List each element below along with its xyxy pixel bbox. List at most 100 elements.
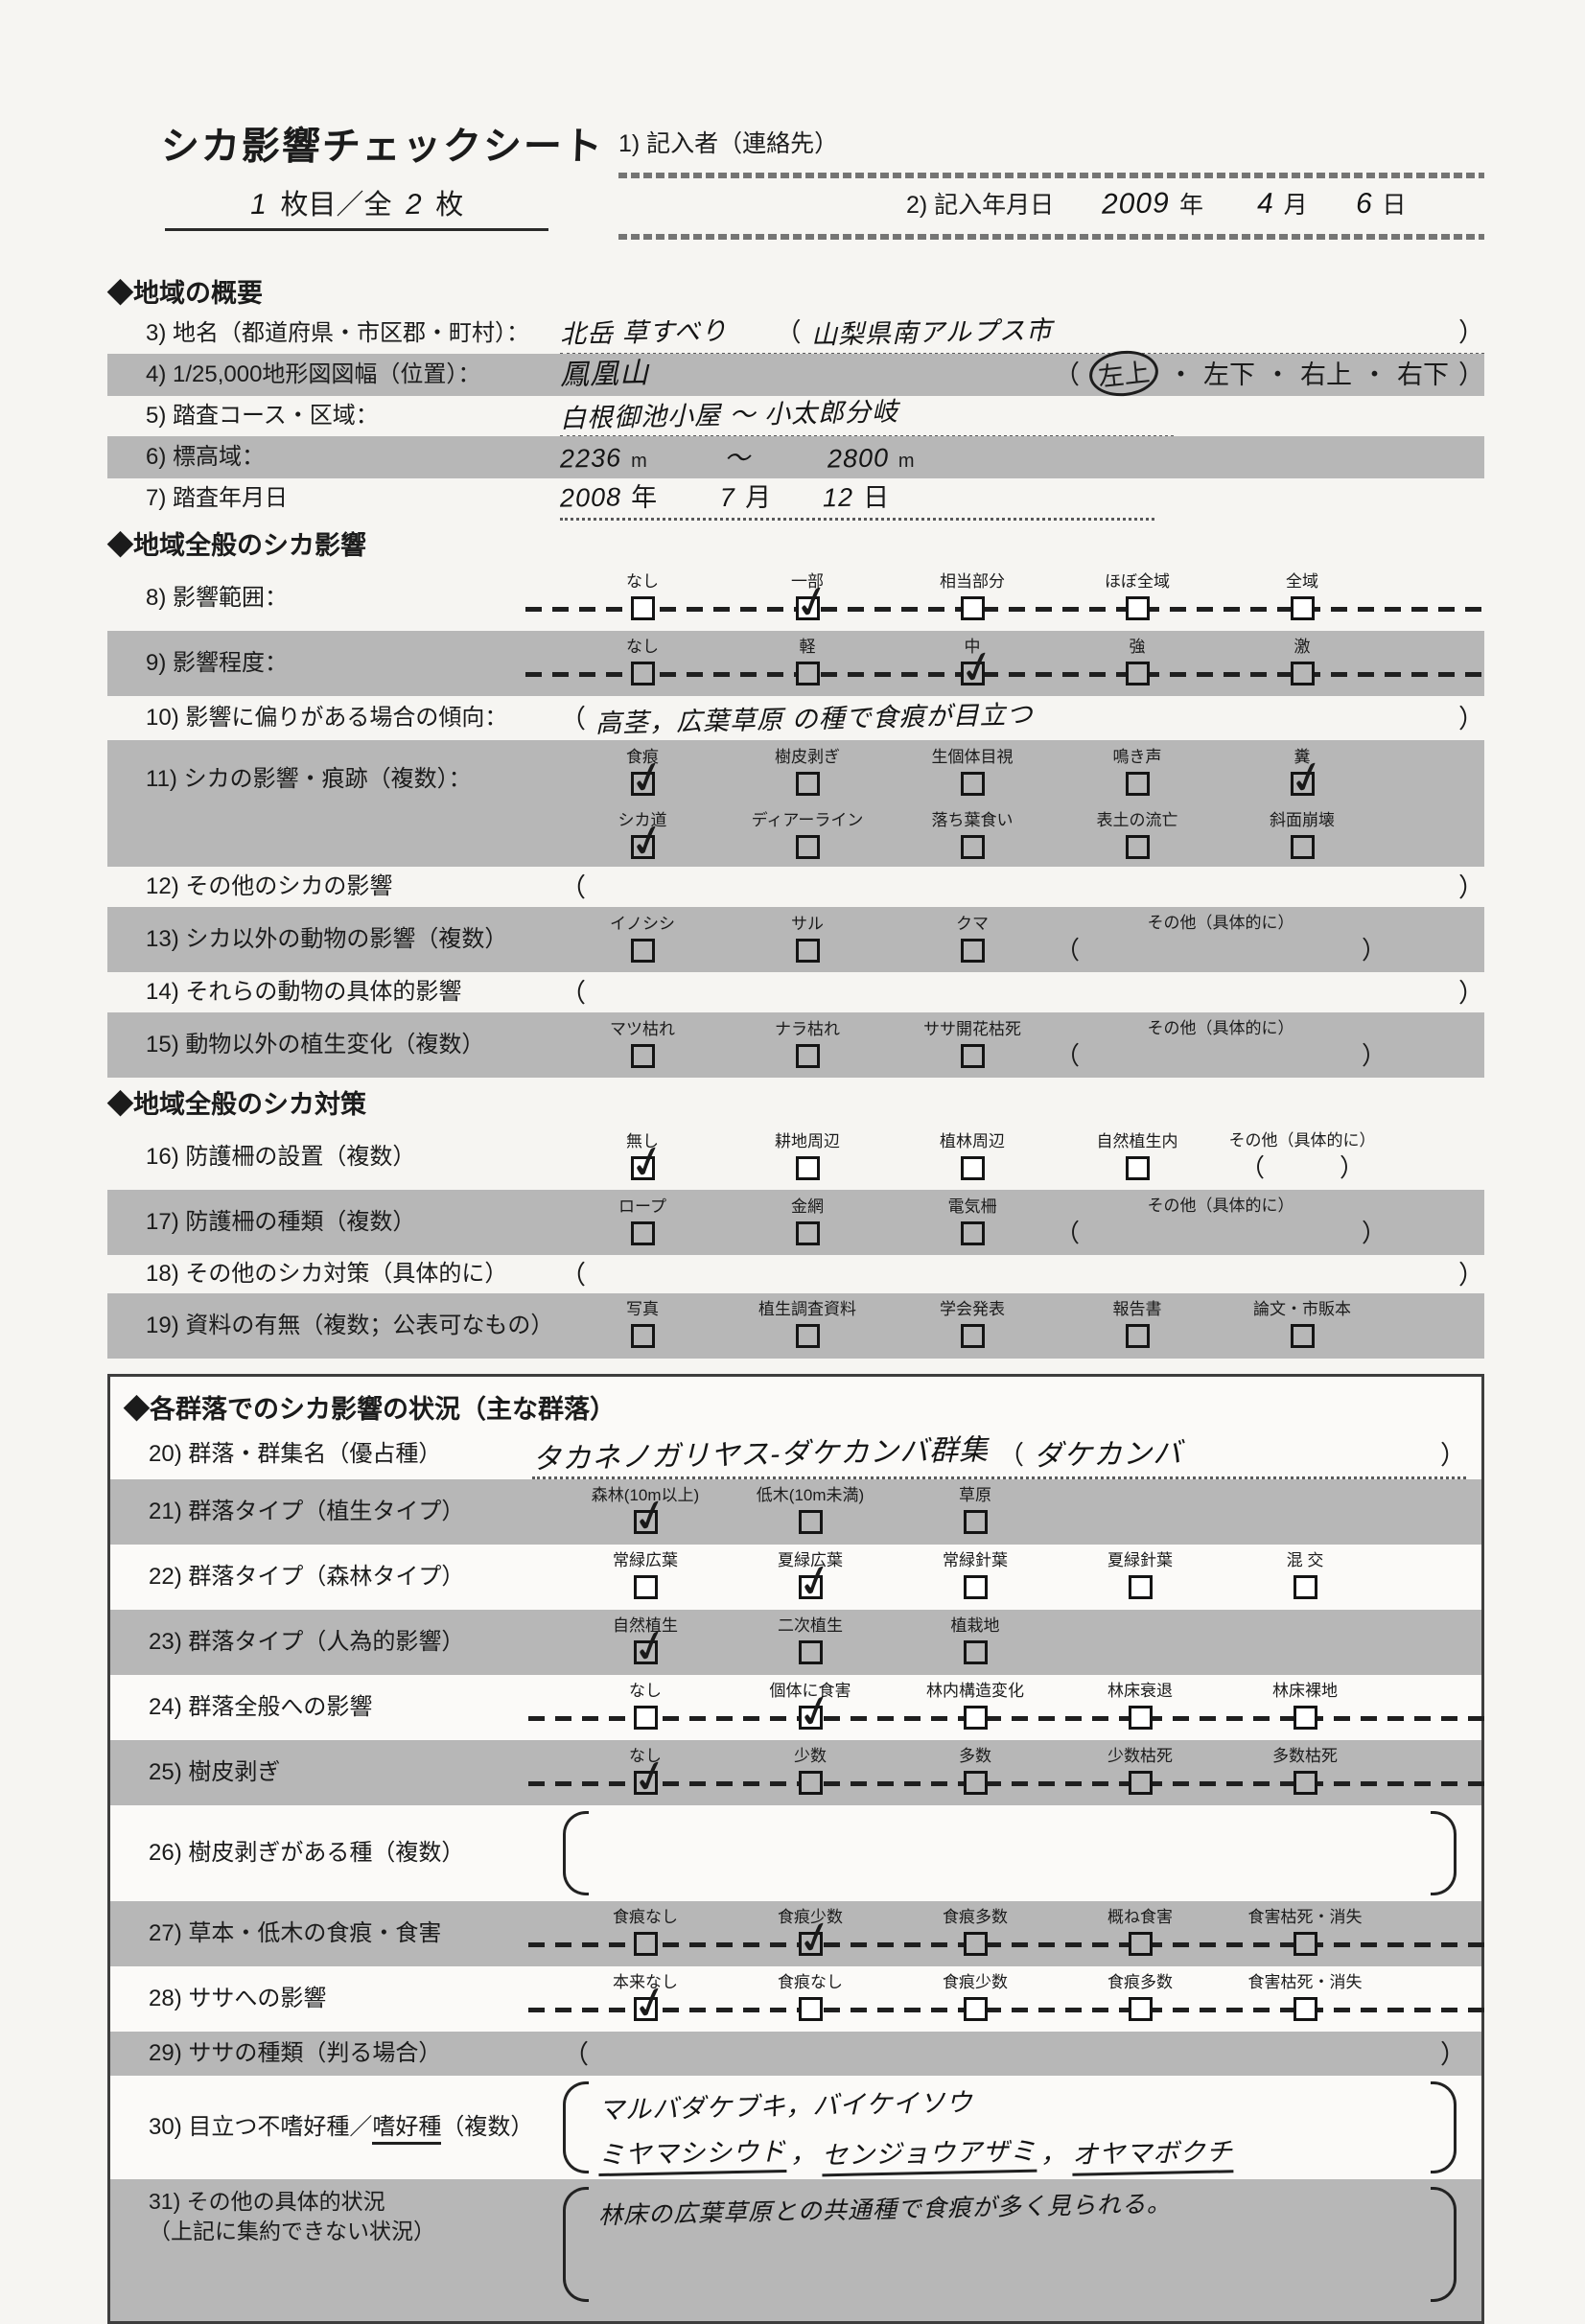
page-number-value[interactable]: 1 bbox=[249, 188, 268, 221]
q25-checkbox-4[interactable] bbox=[1128, 1771, 1153, 1795]
q4-value[interactable]: 鳳凰山 bbox=[559, 358, 650, 391]
q4-value-area[interactable]: 鳳凰山 （ 左上 ・ 左下 ・ 右上 ・ 右下 ） bbox=[559, 347, 1484, 400]
q31-bracket-area[interactable]: 林床の広葉草原との共通種で食痕が多く見られる。 bbox=[563, 2187, 1457, 2302]
q27-checkbox-2[interactable] bbox=[798, 1932, 823, 1956]
q7-value-area[interactable]: 2008 年 7 月 12 日 bbox=[560, 476, 1154, 521]
q23-checkbox-3[interactable] bbox=[963, 1640, 988, 1664]
q7-month-value[interactable]: 7 bbox=[719, 482, 736, 513]
q30-line1-value[interactable]: マルバダケブキ，バイケイソウ bbox=[597, 2087, 973, 2126]
q28-checkbox-2[interactable] bbox=[798, 1997, 823, 2021]
q11-checkbox-3[interactable] bbox=[960, 772, 985, 796]
q11-checkbox-8[interactable] bbox=[960, 835, 985, 859]
q11-checkbox-6[interactable] bbox=[630, 835, 655, 859]
q16-checkbox-3[interactable] bbox=[960, 1155, 985, 1180]
q30-species-3[interactable]: オヤマボクチ bbox=[1071, 2130, 1234, 2176]
q17-checkbox-3[interactable] bbox=[960, 1220, 985, 1245]
date-year-value[interactable]: 2009 bbox=[1101, 187, 1171, 221]
q13-checkbox-3[interactable] bbox=[960, 938, 985, 963]
q11-checkbox-2[interactable] bbox=[795, 772, 820, 796]
q9-checkbox-3[interactable] bbox=[960, 662, 985, 686]
q7-day-value[interactable]: 12 bbox=[822, 482, 854, 513]
q22-checkbox-3[interactable] bbox=[963, 1575, 988, 1599]
q13-checkbox-1[interactable] bbox=[630, 938, 655, 963]
recorder-write-line[interactable] bbox=[618, 173, 1484, 178]
page-total-value[interactable]: 2 bbox=[405, 188, 423, 221]
q16-checkbox-2[interactable] bbox=[795, 1155, 820, 1180]
q30-species-2[interactable]: センジョウアザミ bbox=[821, 2129, 1037, 2177]
q30-bracket-area[interactable]: マルバダケブキ，バイケイソウ ミヤマシシウド ， センジョウアザミ ， オヤマボ… bbox=[563, 2081, 1457, 2177]
q27-checkbox-4[interactable] bbox=[1128, 1932, 1153, 1956]
q4-pos-top-left[interactable]: 左上 bbox=[1086, 347, 1161, 400]
q7-year-value[interactable]: 2008 bbox=[559, 482, 622, 513]
q27-checkbox-3[interactable] bbox=[963, 1932, 988, 1956]
q24-checkbox-4[interactable] bbox=[1128, 1706, 1153, 1730]
q31-value-area[interactable]: 林床の広葉草原との共通種で食痕が多く見られる。 bbox=[589, 2187, 1431, 2302]
q11-checkbox-4[interactable] bbox=[1125, 772, 1150, 796]
q16-checkbox-1[interactable] bbox=[630, 1155, 655, 1180]
q15-checkbox-2[interactable] bbox=[795, 1043, 820, 1068]
q26-bracket-area[interactable] bbox=[563, 1811, 1457, 1895]
q22-checkbox-5[interactable] bbox=[1293, 1575, 1317, 1599]
q11-checkbox-7[interactable] bbox=[795, 835, 820, 859]
q27-checkbox-5[interactable] bbox=[1293, 1932, 1317, 1956]
q10-value-area[interactable]: （ 高茎，広葉草原 の種で食痕が目立つ ） bbox=[560, 698, 1484, 739]
q19-checkbox-3[interactable] bbox=[960, 1324, 985, 1348]
q25-checkbox-5[interactable] bbox=[1293, 1771, 1317, 1795]
q28-checkbox-5[interactable] bbox=[1293, 1997, 1317, 2021]
q8-checkbox-4[interactable] bbox=[1125, 596, 1150, 620]
q15-other-blank[interactable]: （） bbox=[1055, 1040, 1387, 1070]
q4-pos-top-right[interactable]: 右上 bbox=[1300, 360, 1352, 389]
q16-checkbox-4[interactable] bbox=[1125, 1155, 1150, 1180]
q15-checkbox-3[interactable] bbox=[960, 1043, 985, 1068]
q11-checkbox-9[interactable] bbox=[1125, 835, 1150, 859]
q19-checkbox-1[interactable] bbox=[630, 1324, 655, 1348]
q19-checkbox-2[interactable] bbox=[795, 1324, 820, 1348]
q20-value[interactable]: タカネノガリヤス-ダケカンバ群集 bbox=[531, 1433, 990, 1476]
q19-checkbox-5[interactable] bbox=[1290, 1324, 1315, 1348]
date-day-value[interactable]: 6 bbox=[1355, 187, 1373, 221]
q17-checkbox-2[interactable] bbox=[795, 1220, 820, 1245]
q28-checkbox-4[interactable] bbox=[1128, 1997, 1153, 2021]
q9-checkbox-2[interactable] bbox=[795, 662, 820, 686]
q23-checkbox-2[interactable] bbox=[798, 1640, 823, 1664]
q10-value[interactable]: 高茎，広葉草原 の種で食痕が目立つ bbox=[594, 699, 1034, 738]
q11-checkbox-1[interactable] bbox=[630, 772, 655, 796]
q15-checkbox-1[interactable] bbox=[630, 1043, 655, 1068]
q5-value-area[interactable]: 白根御池小屋 ～ 小太郎分岐 bbox=[560, 394, 1174, 438]
q8-checkbox-1[interactable] bbox=[630, 596, 655, 620]
q6-to-value[interactable]: 2800 bbox=[827, 442, 890, 474]
q21-checkbox-2[interactable] bbox=[798, 1510, 823, 1534]
q8-checkbox-5[interactable] bbox=[1290, 596, 1315, 620]
q21-checkbox-3[interactable] bbox=[963, 1510, 988, 1534]
q24-checkbox-1[interactable] bbox=[633, 1706, 658, 1730]
q28-checkbox-3[interactable] bbox=[963, 1997, 988, 2021]
q21-checkbox-1[interactable] bbox=[633, 1510, 658, 1534]
q9-checkbox-5[interactable] bbox=[1290, 662, 1315, 686]
q25-checkbox-3[interactable] bbox=[963, 1771, 988, 1795]
q17-checkbox-1[interactable] bbox=[630, 1220, 655, 1245]
q13-other-blank[interactable]: （） bbox=[1055, 935, 1387, 964]
q24-checkbox-5[interactable] bbox=[1293, 1706, 1317, 1730]
date-month-value[interactable]: 4 bbox=[1256, 187, 1274, 221]
q11-checkbox-10[interactable] bbox=[1290, 835, 1315, 859]
q8-checkbox-2[interactable] bbox=[795, 596, 820, 620]
q28-checkbox-1[interactable] bbox=[633, 1997, 658, 2021]
q25-checkbox-1[interactable] bbox=[633, 1771, 658, 1795]
q24-checkbox-3[interactable] bbox=[963, 1706, 988, 1730]
q18-value-area[interactable]: （ ） bbox=[560, 1254, 1484, 1295]
q22-checkbox-4[interactable] bbox=[1128, 1575, 1153, 1599]
q31-value[interactable]: 林床の広葉草原との共通種で食痕が多く見られる。 bbox=[597, 2190, 1173, 2230]
q9-checkbox-4[interactable] bbox=[1125, 662, 1150, 686]
q4-pos-bottom-left[interactable]: 左下 bbox=[1203, 360, 1255, 389]
q5-value[interactable]: 白根御池小屋 ～ 小太郎分岐 bbox=[559, 397, 899, 433]
q16-other-blank[interactable]: （） bbox=[1240, 1152, 1364, 1182]
q27-checkbox-1[interactable] bbox=[633, 1932, 658, 1956]
q26-blank[interactable] bbox=[589, 1811, 1431, 1895]
q8-checkbox-3[interactable] bbox=[960, 596, 985, 620]
q14-value-area[interactable]: （ ） bbox=[560, 972, 1484, 1013]
q22-checkbox-1[interactable] bbox=[633, 1575, 658, 1599]
q9-checkbox-1[interactable] bbox=[630, 662, 655, 686]
q24-checkbox-2[interactable] bbox=[798, 1706, 823, 1730]
q6-from-value[interactable]: 2236 bbox=[559, 442, 622, 474]
q13-checkbox-2[interactable] bbox=[795, 938, 820, 963]
